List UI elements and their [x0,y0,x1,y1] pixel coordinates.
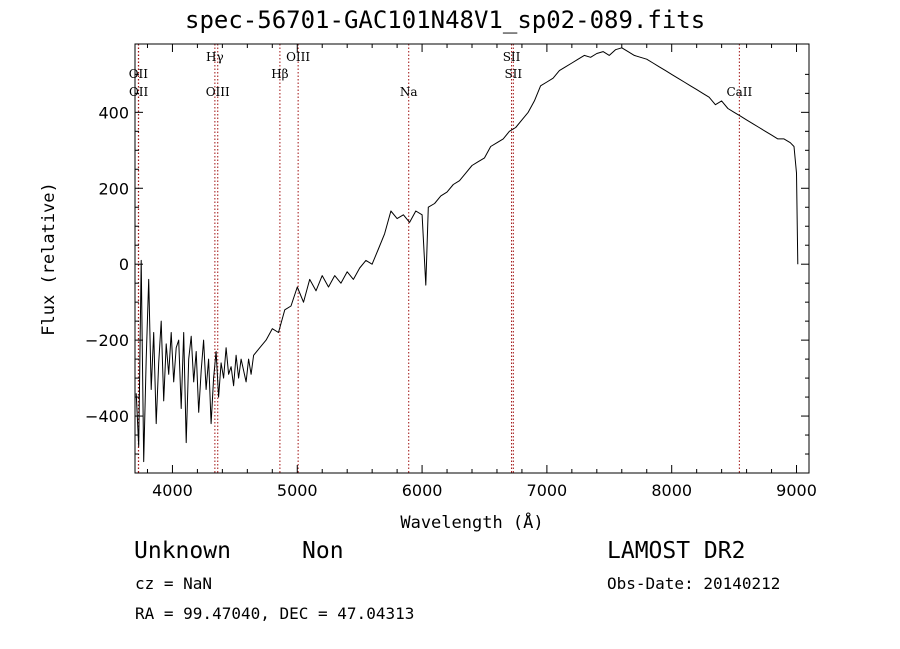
line-label-oiii: OIII [286,50,310,64]
x-tick-label: 4000 [152,481,193,500]
line-label-oii: OII [129,85,149,99]
redshift-value: cz = NaN [135,574,213,593]
x-tick-label: 7000 [527,481,568,500]
line-label-hβ: Hβ [271,67,288,81]
y-tick-label: 0 [119,255,129,274]
x-tick-label: 6000 [402,481,443,500]
spectrum-line-0 [135,47,799,463]
survey-name: LAMOST DR2 [607,538,746,564]
line-label-sii: SII [504,67,522,81]
line-label-oii: OII [129,67,149,81]
line-label-na: Na [400,85,418,99]
emission-line-markers [137,44,740,473]
object-subclass: Non [302,538,344,564]
line-label-caii: CaII [726,85,752,99]
line-labels: OII OII Hγ OIII Hβ OIII Na SII SII CaII [129,50,753,99]
observation-date: Obs-Date: 20140212 [607,574,781,593]
chart-title: spec-56701-GAC101N48V1_sp02-089.fits [185,6,706,34]
line-label-oiii: OIII [206,85,230,99]
spectrum-series [135,47,799,463]
line-label-hγ: Hγ [206,50,224,64]
line-label-sii: SII [503,50,521,64]
x-tick-label: 8000 [651,481,692,500]
object-class: Unknown [134,538,231,564]
axis-ticks: 4000 5000 6000 7000 8000 9000 −400 −200 0 200 400 [85,44,817,500]
y-axis-label: Flux (relative) [39,182,59,336]
x-tick-label: 5000 [277,481,318,500]
x-axis-label: Wavelength (Å) [400,511,543,533]
y-tick-label: 200 [98,179,129,198]
y-tick-label: −400 [85,407,129,426]
y-tick-label: 400 [98,103,129,122]
x-tick-label: 9000 [776,481,817,500]
coordinates: RA = 99.47040, DEC = 47.04313 [135,604,415,623]
plot-frame [134,43,810,474]
y-tick-label: −200 [85,331,129,350]
